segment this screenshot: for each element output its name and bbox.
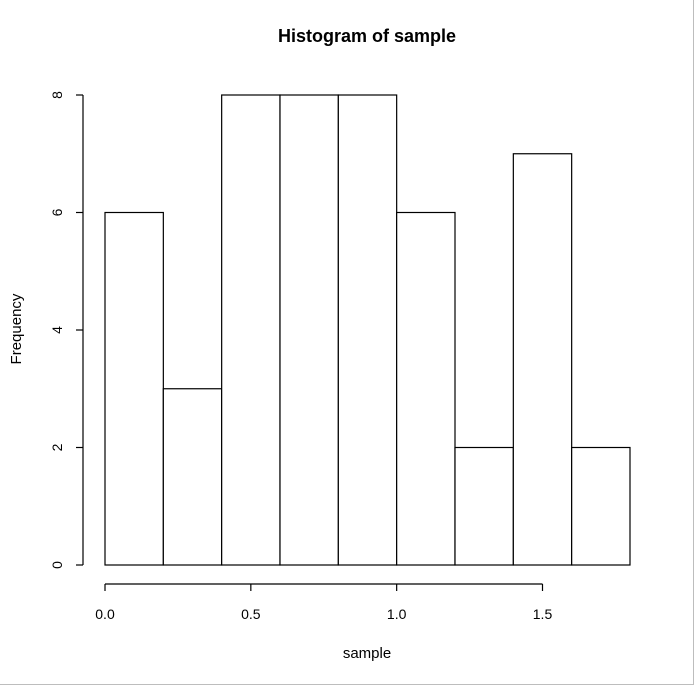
histogram-bars (104, 94, 631, 566)
y-axis: 0 2 4 6 8 (49, 91, 84, 569)
y-tick-label: 4 (49, 326, 65, 334)
y-tick-label: 0 (49, 561, 65, 569)
histogram-bar (162, 388, 223, 566)
y-tick-label: 6 (49, 208, 65, 216)
x-tick-label: 1.0 (387, 606, 407, 622)
histogram-bar (571, 446, 631, 566)
histogram-bar (279, 94, 339, 566)
x-tick-label: 0.0 (95, 606, 115, 622)
y-axis-label: Frequency (8, 293, 25, 364)
histogram-bar (221, 94, 281, 566)
histogram-bar (512, 153, 573, 566)
x-tick-label: 1.5 (533, 606, 553, 622)
x-axis: 0.0 0.5 1.0 1.5 (95, 583, 553, 622)
y-tick-label: 8 (49, 91, 65, 99)
chart-title: Histogram of sample (278, 26, 456, 46)
x-axis-label: sample (343, 645, 391, 662)
histogram-bar (396, 211, 456, 566)
y-tick-label: 2 (49, 443, 65, 451)
histogram-bar (337, 94, 398, 566)
histogram-bar (454, 446, 514, 566)
x-tick-label: 0.5 (241, 606, 261, 622)
histogram-bar (104, 211, 164, 566)
